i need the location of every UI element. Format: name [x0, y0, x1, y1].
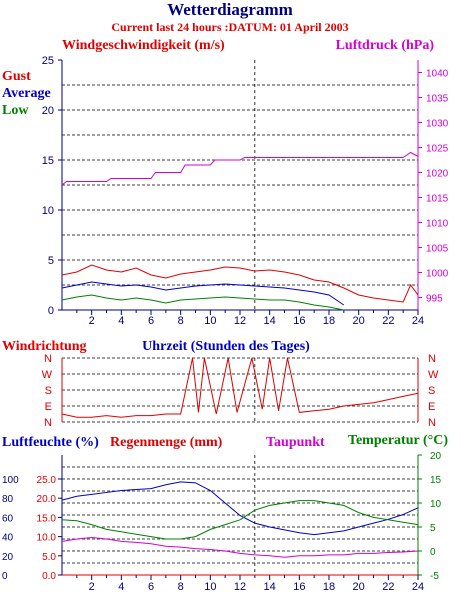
direction-tick-label: W	[42, 369, 53, 381]
pressure-axis-label: Luftdruck (hPa)	[336, 38, 435, 53]
x-tick-label: 16	[293, 581, 305, 593]
temperature-tick-label: 10	[430, 499, 442, 510]
series-line	[61, 264, 419, 303]
rain-axis-label: Regenmenge (mm)	[110, 435, 223, 450]
x-tick-label: 6	[148, 581, 154, 593]
y2-tick-label: 1040	[426, 69, 449, 80]
series-line	[61, 151, 419, 186]
x-tick-label: 4	[118, 581, 124, 593]
rain-tick-label: 25.0	[37, 475, 57, 486]
wind-chart-title: Windgeschwindigkeit (m/s)	[62, 38, 225, 53]
x-tick-label: 16	[293, 315, 305, 327]
y2-tick-label: 1020	[426, 169, 449, 180]
y2-tick-label: 1035	[426, 94, 449, 105]
x-tick-label: 12	[234, 315, 246, 327]
series-line	[61, 294, 344, 311]
temperature-tick-label: 5	[430, 523, 436, 534]
series-line	[61, 281, 345, 306]
legend-gust: Gust	[2, 69, 31, 84]
direction-chart-title: Windrichtung	[2, 339, 87, 354]
direction-tick-label: S	[428, 385, 435, 397]
legend-average: Average	[2, 86, 51, 101]
direction-tick-label: W	[428, 369, 439, 381]
y2-tick-label: 1025	[426, 144, 449, 155]
wind-direction-plot: N NW WS SE EN N	[42, 353, 439, 429]
temperature-tick-label: -5	[430, 571, 439, 582]
rain-tick-label: 10.0	[37, 533, 57, 544]
y2-tick-label: 1005	[426, 244, 449, 255]
humidity-tick-label: 40	[2, 533, 14, 544]
direction-tick-label: N	[44, 353, 52, 365]
wind-pressure-plot: 0510152025995100010051010101510201025103…	[42, 55, 449, 327]
x-tick-label: 24	[412, 581, 424, 593]
direction-tick-label: S	[45, 385, 52, 397]
x-tick-label: 18	[323, 315, 335, 327]
direction-tick-label: N	[428, 417, 436, 429]
y2-tick-label: 1015	[426, 194, 449, 205]
humidity-tick-label: 0	[2, 571, 8, 582]
humidity-tick-label: 100	[2, 475, 19, 486]
legend-low: Low	[2, 103, 29, 118]
direction-tick-label: E	[428, 401, 435, 413]
x-tick-label: 6	[148, 315, 154, 327]
y-tick-label: 5	[48, 255, 54, 267]
y-tick-label: 25	[42, 55, 54, 67]
x-tick-label: 10	[204, 315, 216, 327]
y2-tick-label: 1030	[426, 119, 449, 130]
rain-tick-label: 15.0	[37, 513, 57, 524]
x-tick-label: 22	[382, 315, 394, 327]
x-tick-label: 14	[264, 581, 276, 593]
x-tick-label: 14	[264, 315, 276, 327]
direction-tick-label: N	[428, 353, 436, 365]
humidity-axis-label: Luftfeuchte (%)	[2, 435, 99, 450]
x-tick-label: 8	[178, 581, 184, 593]
time-axis-label: Uhrzeit (Stunden des Tages)	[142, 339, 310, 354]
x-tick-label: 20	[353, 581, 365, 593]
temperature-tick-label: 0	[430, 547, 436, 558]
humidity-tick-label: 60	[2, 513, 14, 524]
rain-tick-label: 5.0	[42, 552, 56, 563]
dewpoint-label: Taupunkt	[266, 435, 325, 450]
y2-tick-label: 1000	[426, 269, 449, 280]
series-line	[61, 357, 419, 418]
y-tick-label: 0	[48, 305, 54, 317]
x-tick-label: 18	[323, 581, 335, 593]
x-tick-label: 2	[89, 315, 95, 327]
x-tick-label: 10	[204, 581, 216, 593]
direction-tick-label: N	[44, 417, 52, 429]
humidity-temperature-plot: 0 0.0 20 5.0 40 10.0 60 15.0 80 20.0 100 25.0 -5 0 5 10…	[2, 451, 442, 593]
x-tick-label: 2	[89, 581, 95, 593]
x-tick-label: 4	[118, 315, 124, 327]
x-tick-label: 24	[412, 315, 424, 327]
temperature-tick-label: 20	[430, 451, 442, 462]
y2-tick-label: 1010	[426, 219, 449, 230]
y-tick-label: 10	[42, 205, 54, 217]
y-tick-label: 15	[42, 155, 54, 167]
rain-tick-label: 20.0	[37, 494, 57, 505]
x-tick-label: 12	[234, 581, 246, 593]
x-tick-label: 20	[353, 315, 365, 327]
direction-tick-label: E	[45, 401, 52, 413]
series-line	[61, 481, 419, 536]
x-tick-label: 8	[178, 315, 184, 327]
x-tick-label: 22	[382, 581, 394, 593]
y2-tick-label: 995	[426, 294, 443, 305]
page-subtitle: Current last 24 hours :DATUM: 01 April 2…	[111, 20, 348, 34]
rain-tick-label: 0.0	[42, 571, 56, 582]
page-title: Wetterdiagramm	[167, 0, 293, 19]
temperature-axis-label: Temperatur (°C)	[348, 433, 448, 448]
humidity-tick-label: 80	[2, 494, 14, 505]
humidity-tick-label: 20	[2, 552, 14, 563]
temperature-tick-label: 15	[430, 475, 442, 486]
series-line	[61, 537, 419, 558]
y-tick-label: 20	[42, 105, 54, 117]
series-line	[61, 500, 419, 540]
